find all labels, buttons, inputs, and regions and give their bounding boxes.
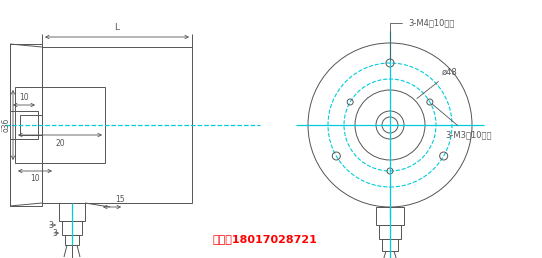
Bar: [42, 47, 192, 203]
Bar: [10, 111, 38, 139]
Text: ø48: ø48: [417, 68, 458, 99]
Bar: [379, 225, 401, 239]
Text: 3-M4深10均布: 3-M4深10均布: [390, 18, 454, 60]
Text: 10: 10: [19, 93, 29, 102]
Text: 手机：18017028721: 手机：18017028721: [212, 234, 318, 244]
Text: 20: 20: [55, 139, 65, 148]
Text: L: L: [114, 23, 119, 32]
Bar: [15, 87, 105, 163]
Text: 15: 15: [115, 195, 125, 204]
Bar: [10, 44, 42, 206]
Text: 3-M3深10均布: 3-M3深10均布: [432, 104, 492, 139]
Text: 3: 3: [52, 229, 57, 238]
Bar: [65, 235, 79, 245]
Bar: [59, 203, 85, 221]
Bar: [20, 115, 42, 135]
Bar: [382, 239, 398, 251]
Text: ö36: ö36: [2, 118, 11, 132]
Text: 10: 10: [30, 174, 40, 183]
Text: 3: 3: [48, 221, 53, 230]
Bar: [62, 221, 82, 235]
Bar: [376, 207, 404, 225]
